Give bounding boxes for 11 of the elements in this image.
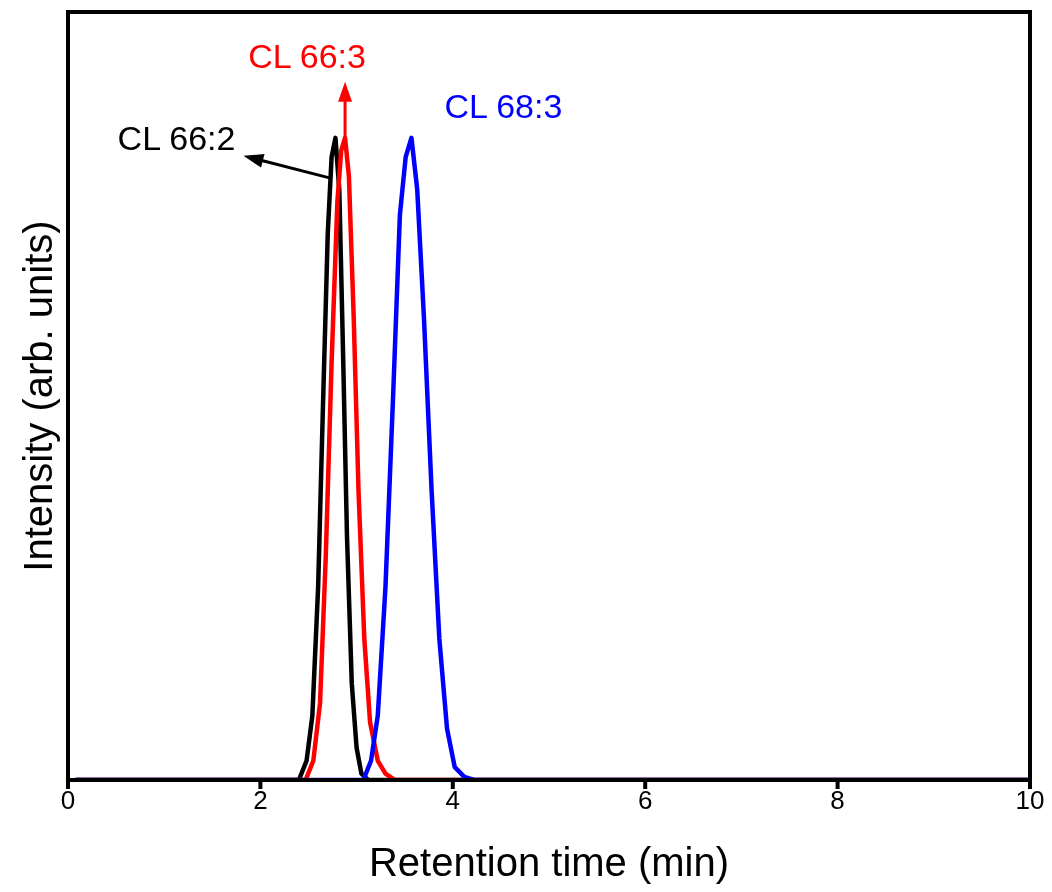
x-tick-label: 10 bbox=[1015, 785, 1045, 816]
x-tick-label: 4 bbox=[445, 785, 461, 816]
series-label: CL 66:3 bbox=[248, 36, 366, 75]
x-axis-title: Retention time (min) bbox=[368, 840, 730, 884]
y-axis-title: Intensity (arb. units) bbox=[16, 220, 60, 572]
text: CL 66:2 bbox=[117, 118, 236, 157]
series-label: CL 68:3 bbox=[444, 86, 563, 125]
x-tick-label: 8 bbox=[830, 785, 845, 816]
x-tick-label: 2 bbox=[253, 785, 268, 816]
x-tick-label: 6 bbox=[637, 785, 653, 816]
x-tick-label: 0 bbox=[60, 785, 76, 816]
